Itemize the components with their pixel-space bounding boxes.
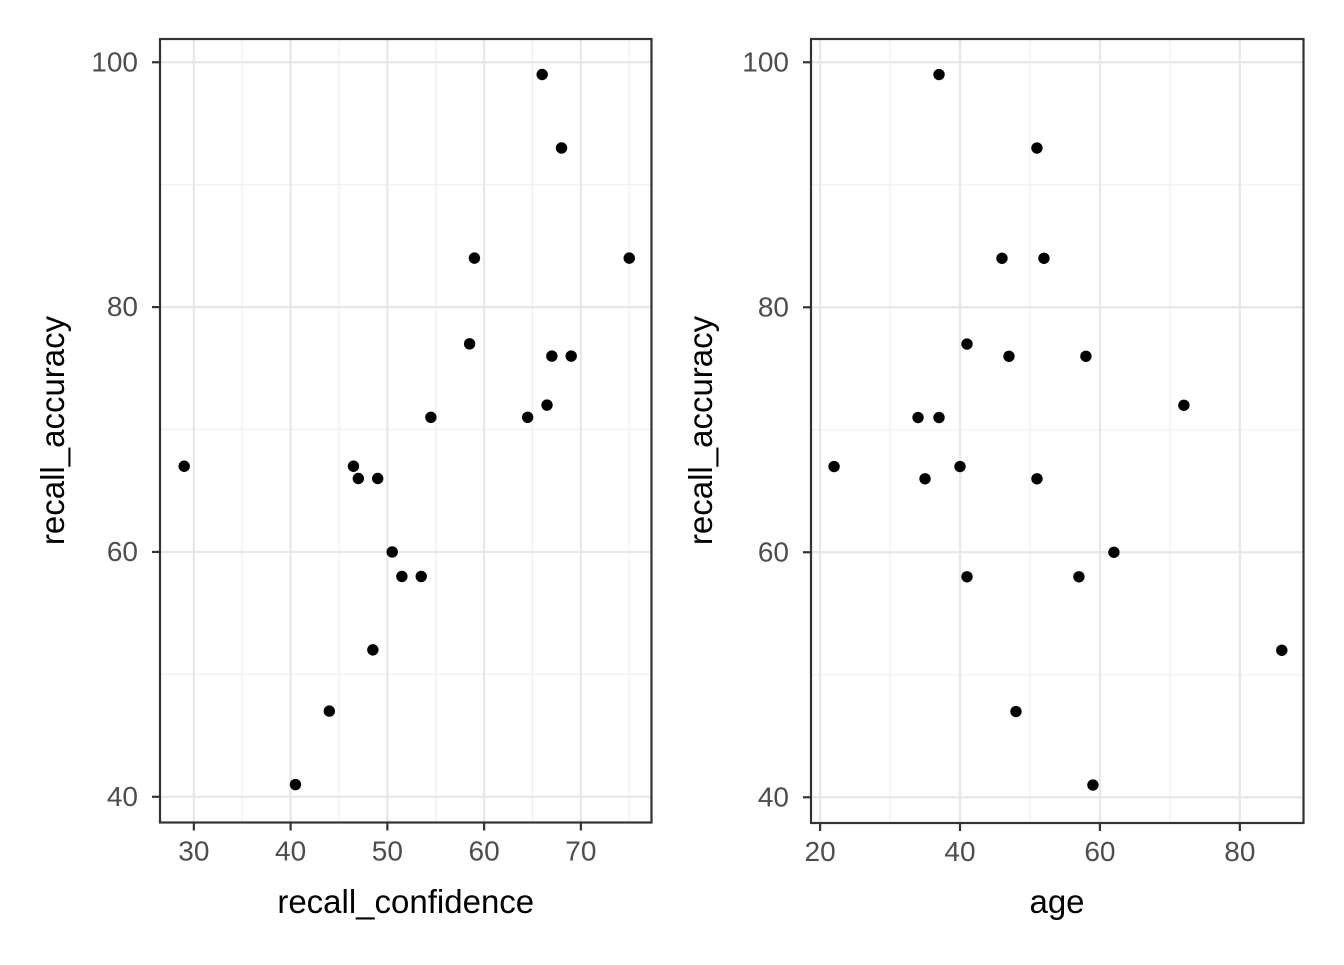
data-point: [386, 546, 398, 558]
data-point: [961, 338, 973, 350]
data-point: [323, 705, 336, 717]
data-point: [623, 252, 635, 264]
y-tick-label: 100: [91, 46, 138, 77]
data-point: [933, 68, 945, 81]
data-point: [521, 411, 534, 423]
panel-left: 30 40 50 60 70 40 60 80 100: [91, 37, 653, 867]
data-point: [1031, 473, 1043, 485]
data-point: [1276, 644, 1288, 656]
data-point: [1080, 350, 1092, 362]
data-point: [912, 411, 924, 424]
panel-border: [809, 37, 1305, 825]
data-point: [546, 350, 558, 362]
x-tick-label: 60: [469, 836, 500, 867]
y-axis-title-left: recall_accuracy: [34, 315, 71, 545]
panel-right: 20 40 60 80 40 60 80 100: [742, 37, 1305, 867]
data-point: [178, 460, 190, 472]
data-point: [352, 472, 365, 485]
x-tick-label: 30: [178, 836, 209, 867]
data-point: [415, 570, 427, 583]
data-point: [1003, 350, 1015, 362]
data-point: [371, 472, 384, 485]
data-point: [289, 778, 302, 791]
data-point: [536, 68, 548, 81]
data-point: [347, 460, 360, 472]
x-tick-label: 20: [805, 836, 836, 867]
x-tick-label: 40: [275, 836, 306, 867]
panel-background: [160, 39, 652, 823]
data-point: [463, 338, 476, 350]
data-point: [1031, 142, 1043, 154]
y-tick-label: 60: [758, 536, 789, 567]
y-tick-label: 80: [107, 291, 138, 322]
data-point: [1010, 705, 1022, 718]
y-tick-label: 100: [742, 46, 789, 77]
panel-border: [158, 37, 653, 824]
data-point: [1108, 546, 1120, 558]
x-tick-label: 80: [1224, 836, 1255, 867]
x-tick-label: 50: [372, 836, 403, 867]
data-point: [933, 411, 945, 424]
data-point: [1178, 399, 1190, 411]
x-axis-title-left: recall_confidence: [277, 883, 534, 920]
x-tick-label: 70: [565, 836, 596, 867]
data-point: [919, 473, 931, 485]
panel-background: [811, 39, 1304, 823]
x-axis-title-right: age: [1029, 883, 1084, 920]
data-point: [828, 460, 840, 473]
data-point: [541, 399, 553, 411]
data-point: [367, 644, 379, 656]
y-tick-label: 60: [107, 536, 138, 567]
data-point: [468, 252, 481, 264]
x-tick-label: 40: [944, 836, 975, 867]
data-point: [961, 571, 973, 583]
data-point: [1073, 571, 1085, 583]
x-tick-label: 60: [1084, 836, 1115, 867]
y-axis-title-right: recall_accuracy: [682, 315, 719, 545]
data-point: [396, 570, 408, 583]
data-point: [425, 411, 437, 423]
data-point: [996, 252, 1008, 264]
y-tick-label: 80: [758, 291, 789, 322]
data-point: [555, 142, 568, 154]
y-tick-label: 40: [107, 781, 138, 812]
data-point: [565, 350, 577, 362]
data-point: [1038, 252, 1050, 264]
data-point: [1087, 779, 1099, 791]
data-point: [954, 460, 966, 473]
y-tick-label: 40: [758, 781, 789, 812]
panels-group: 30 40 50 60 70 40 60 80 100 20 40 60 80 40 60 80 100: [91, 37, 1305, 867]
